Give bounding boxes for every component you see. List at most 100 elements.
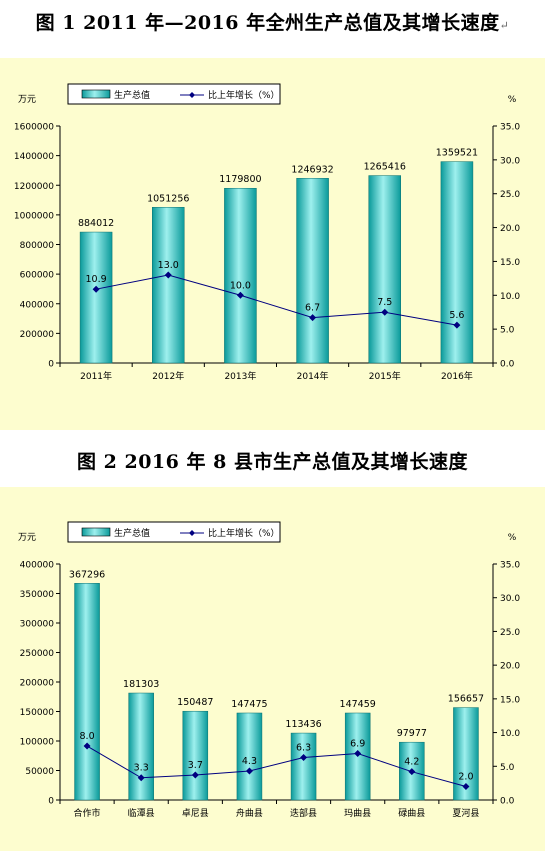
y-left-tick-label: 100000 <box>20 738 55 748</box>
growth-marker <box>453 321 461 329</box>
bar-value-label: 181303 <box>123 679 159 690</box>
y-right-tick-label: 30.0 <box>500 156 520 166</box>
y-right-tick-label: 35.0 <box>500 123 520 133</box>
chart-1: 万元 % 生产总值 比上年增长（%） 0 200000 400000 600000 800000… <box>14 83 520 382</box>
y-left-tick-label: 50000 <box>25 767 54 777</box>
bar <box>224 187 257 364</box>
y-left-unit: 万元 <box>18 95 36 105</box>
bar <box>296 178 329 364</box>
growth-value-label: 10.0 <box>230 280 251 291</box>
growth-marker <box>408 768 416 776</box>
chart-2: 万元 % 生产总值 比上年增长（%） 0 50000 100000 150000 200000 2… <box>18 521 520 819</box>
legend-bar-label: 生产总值 <box>114 527 150 539</box>
bar-value-label: 156657 <box>448 694 484 705</box>
bar-value-label: 884012 <box>78 218 114 229</box>
legend: 生产总值 比上年增长（%） <box>67 521 281 543</box>
y-left-tick-label: 200000 <box>20 330 55 340</box>
growth-value-label: 4.3 <box>242 756 257 767</box>
y-right-tick-label: 30.0 <box>500 594 520 604</box>
growth-marker <box>300 754 308 762</box>
y-right-tick-label: 20.0 <box>500 224 520 234</box>
legend-box <box>67 521 281 543</box>
y-left-tick-label: 1000000 <box>14 211 54 221</box>
x-tick-label: 卓尼县 <box>182 807 209 819</box>
y-left-tick-label: 1400000 <box>14 152 54 162</box>
legend: 生产总值 比上年增长（%） <box>67 83 281 105</box>
growth-value-label: 13.0 <box>158 260 179 271</box>
y-right-unit: % <box>508 95 517 105</box>
figure-1-title: 图 1 2011 年—2016 年全州生产总值及其增长速度↵ <box>0 8 545 35</box>
legend-marker-swatch <box>189 530 195 536</box>
x-tick-label: 2012年 <box>152 370 184 382</box>
bar <box>440 161 474 364</box>
bar-value-label: 367296 <box>69 569 105 580</box>
y-right-tick-label: 20.0 <box>500 662 520 672</box>
figure-1-caption-mark: ↵ <box>499 19 510 32</box>
y-right-tick-label: 25.0 <box>500 190 520 200</box>
x-tick-label: 临潭县 <box>128 807 155 819</box>
growth-value-label: 3.3 <box>134 763 149 774</box>
y-left-tick-label: 200000 <box>20 679 55 689</box>
legend-bar-swatch <box>81 89 111 99</box>
y-right-tick-label: 25.0 <box>500 628 520 638</box>
x-tick-label: 2011年 <box>80 370 112 382</box>
bar <box>128 692 154 801</box>
bar-value-label: 97977 <box>397 728 427 739</box>
legend-line-label: 比上年增长（%） <box>208 527 280 539</box>
y-left-tick-label: 300000 <box>20 620 55 630</box>
y-left-tick-label: 400000 <box>20 561 55 571</box>
bar-value-label: 113436 <box>285 719 321 730</box>
bar <box>79 231 113 364</box>
bar-value-label: 1359521 <box>436 148 478 159</box>
bar <box>182 710 209 801</box>
chart-panel-1: 万元% 生产总值 比上年增长（%） 0 200000 400000 600000 800000… <box>0 58 545 430</box>
x-tick-label: 合作市 <box>74 807 101 819</box>
y-right-tick-label: 5.0 <box>500 326 515 336</box>
bar-value-label: 147475 <box>231 699 267 710</box>
y-left-tick-label: 1200000 <box>14 182 54 192</box>
y-left-tick-label: 250000 <box>20 649 55 659</box>
bar-value-label: 1179800 <box>219 174 261 185</box>
growth-value-label: 10.9 <box>86 274 107 285</box>
x-tick-label: 2014年 <box>297 370 329 382</box>
y-right-tick-label: 0.0 <box>500 360 515 370</box>
y-left-tick-label: 0 <box>48 360 54 370</box>
y-right-tick-label: 35.0 <box>500 561 520 571</box>
y-left-tick-label: 350000 <box>20 590 55 600</box>
y-right-tick-label: 10.0 <box>500 292 520 302</box>
chart-panel-2: 万元% 生产总值 比上年增长（%） 0 50000 100000 150000 200000 2… <box>0 487 545 851</box>
bar-value-label: 1265416 <box>364 162 406 173</box>
x-tick-label: 2013年 <box>224 370 256 382</box>
y-right-tick-label: 10.0 <box>500 729 520 739</box>
legend-bar-label: 生产总值 <box>114 89 150 101</box>
growth-value-label: 6.9 <box>350 738 365 749</box>
y-right-tick-label: 0.0 <box>500 797 515 807</box>
growth-marker <box>245 767 253 775</box>
y-left-tick-label: 0 <box>48 797 54 807</box>
y-right-tick-label: 15.0 <box>500 695 520 705</box>
figure-2-caption: 图 2 2016 年 8 县市生产总值及其增长速度 <box>77 451 468 473</box>
growth-value-label: 2.0 <box>458 772 473 783</box>
y-left-tick-label: 800000 <box>20 241 55 251</box>
x-tick-label: 碌曲县 <box>398 808 425 819</box>
y-left-unit: 万元 <box>18 533 36 543</box>
y-left-tick-label: 600000 <box>20 271 55 281</box>
y-right-tick-label: 15.0 <box>500 258 520 268</box>
bar <box>152 207 185 364</box>
figure-2-title: 图 2 2016 年 8 县市生产总值及其增长速度 <box>0 447 545 474</box>
growth-marker <box>83 742 91 750</box>
growth-marker <box>92 285 100 293</box>
growth-marker <box>236 291 244 299</box>
growth-marker <box>164 271 172 279</box>
bar-value-label: 147459 <box>340 699 376 710</box>
growth-value-label: 6.7 <box>305 303 320 314</box>
y-right-tick-label: 5.0 <box>500 763 515 773</box>
x-tick-label: 迭部县 <box>290 807 317 819</box>
growth-value-label: 3.7 <box>188 760 203 771</box>
bar <box>368 175 401 364</box>
growth-marker <box>137 774 145 782</box>
y-left-tick-label: 1600000 <box>14 123 54 133</box>
growth-line <box>86 745 467 787</box>
y-left-tick-label: 150000 <box>20 708 55 718</box>
x-tick-label: 舟曲县 <box>236 807 263 819</box>
